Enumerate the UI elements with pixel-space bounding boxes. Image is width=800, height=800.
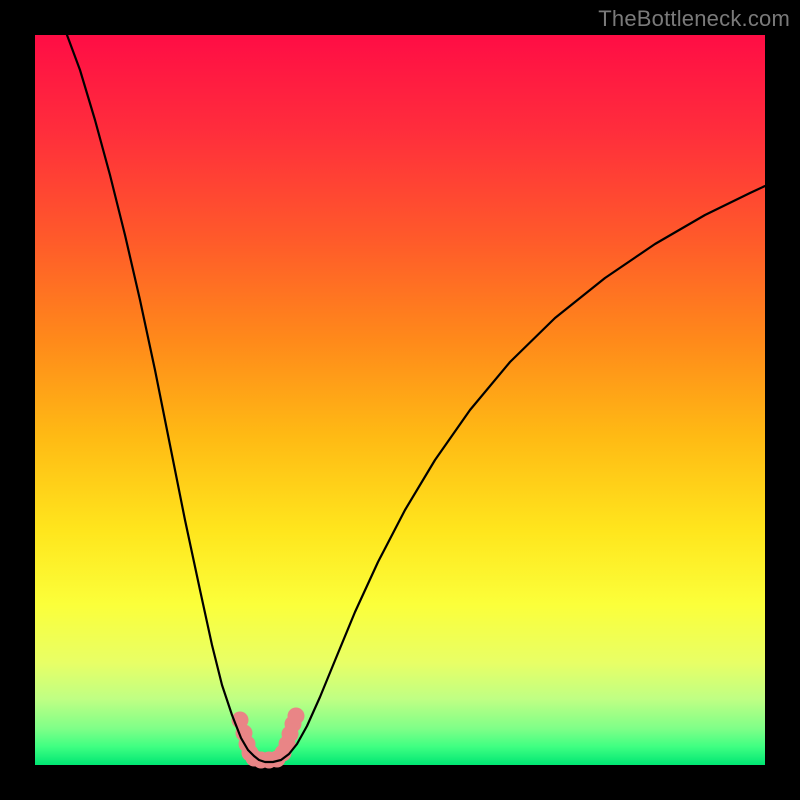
highlight-dot: [288, 708, 305, 725]
bottleneck-chart: [0, 0, 800, 800]
plot-background: [35, 35, 765, 765]
chart-canvas: TheBottleneck.com: [0, 0, 800, 800]
